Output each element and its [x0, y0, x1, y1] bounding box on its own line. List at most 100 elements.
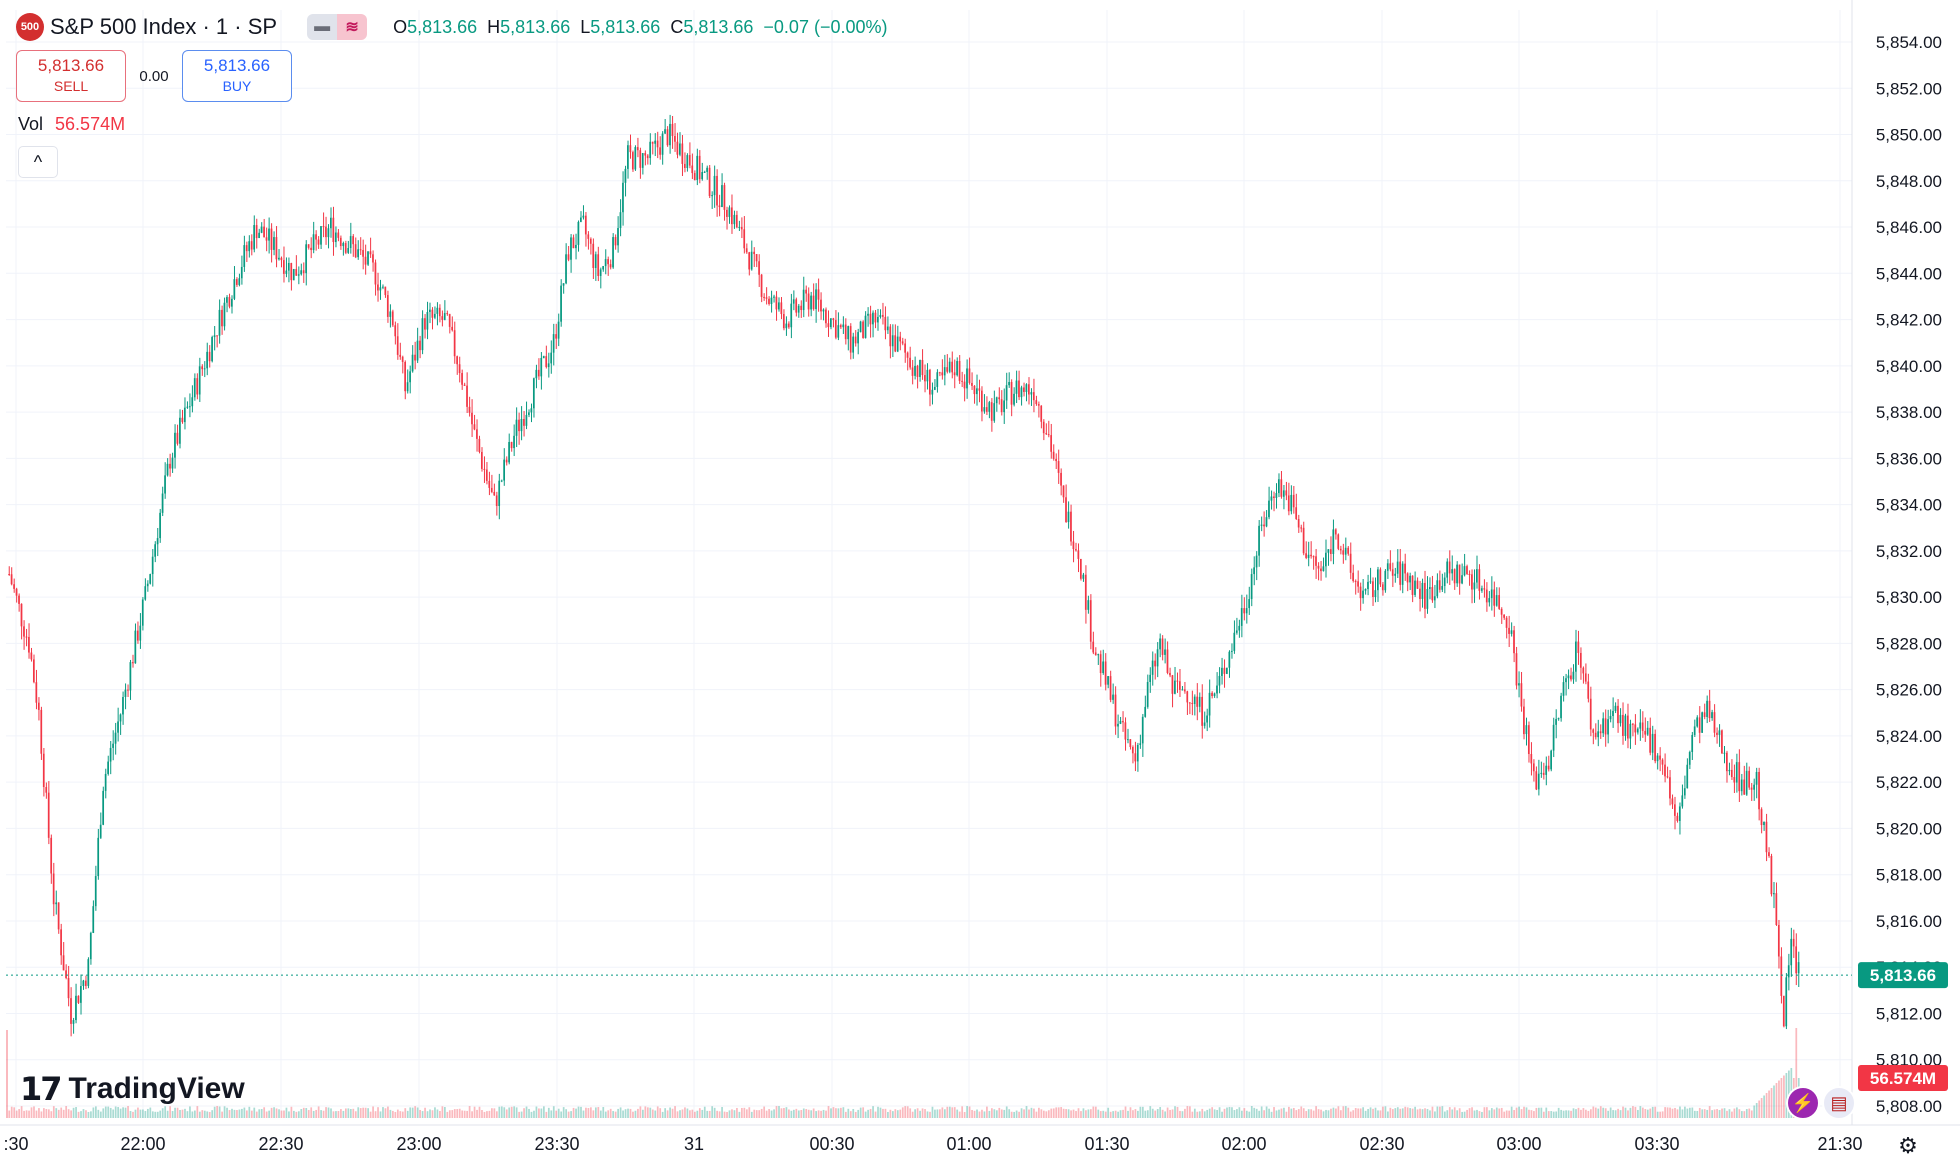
- volume-bar: [498, 1106, 501, 1118]
- candle-body: [805, 289, 807, 294]
- volume-bar: [196, 1106, 199, 1118]
- candle-body: [785, 323, 788, 329]
- candle-body: [1052, 451, 1055, 459]
- collapse-button[interactable]: ^: [18, 146, 58, 178]
- volume-bar: [1463, 1111, 1466, 1118]
- volume-bar: [114, 1106, 117, 1118]
- volume-bar: [736, 1107, 738, 1118]
- volume-bar: [518, 1111, 520, 1118]
- volume-bar: [451, 1110, 454, 1118]
- volume-bar: [624, 1109, 627, 1118]
- candle-body: [290, 262, 293, 281]
- candle-body: [1379, 569, 1382, 585]
- candle-body: [493, 491, 496, 496]
- candle-body: [250, 241, 253, 250]
- volume-bar: [711, 1106, 714, 1118]
- candle-body: [1607, 719, 1609, 735]
- lightning-icon[interactable]: ⚡: [1786, 1086, 1820, 1120]
- candle-body: [424, 318, 426, 330]
- y-tick-label: 5,830.00: [1876, 588, 1942, 607]
- volume-bar: [1099, 1111, 1102, 1118]
- volume-bar: [1062, 1108, 1065, 1118]
- candle-body: [644, 153, 647, 156]
- volume-bar: [1169, 1109, 1171, 1118]
- candle-body: [765, 297, 768, 299]
- volume-bar: [1127, 1110, 1129, 1118]
- candle-body: [67, 978, 70, 999]
- buy-button[interactable]: 5,813.66 BUY: [182, 50, 292, 102]
- volume-bar: [567, 1111, 570, 1118]
- volume-bar: [619, 1107, 622, 1118]
- candle-body: [911, 367, 914, 376]
- candle-body: [1325, 552, 1327, 567]
- candle-body: [1696, 717, 1699, 727]
- volume-bar: [55, 1108, 58, 1118]
- candle-body: [659, 147, 661, 155]
- volume-bar: [1211, 1107, 1214, 1118]
- candle-body: [916, 365, 919, 377]
- volume-bar: [718, 1111, 721, 1118]
- sell-button[interactable]: 5,813.66 SELL: [16, 50, 126, 102]
- candle-body: [377, 284, 379, 291]
- candle-body: [228, 297, 231, 307]
- volume-bar: [468, 1106, 471, 1118]
- volume-bar: [874, 1111, 877, 1118]
- candle-body: [280, 257, 283, 261]
- volume-bar: [322, 1110, 325, 1118]
- y-tick-label: 5,838.00: [1876, 403, 1942, 422]
- candle-body: [1312, 556, 1315, 558]
- candle-body: [1730, 769, 1733, 778]
- candle-body: [1758, 771, 1760, 810]
- volume-bar: [1055, 1107, 1058, 1118]
- chart-header: 500 S&P 500 Index · 1 · SP ▬ ≋ O5,813.66…: [16, 12, 888, 42]
- volume-bar: [1325, 1109, 1327, 1118]
- candle-body: [1753, 784, 1755, 790]
- volume-bar: [1443, 1111, 1446, 1118]
- volume-bar: [1587, 1110, 1590, 1118]
- volume-bar: [835, 1108, 837, 1118]
- candle-body: [1745, 770, 1748, 795]
- volume-tag: 56.574M: [1858, 1065, 1948, 1091]
- y-tick-label: 5,836.00: [1876, 449, 1942, 468]
- candle-body: [1087, 600, 1090, 610]
- volume-bar: [535, 1106, 538, 1118]
- volume-bar: [599, 1110, 602, 1118]
- volume-bar: [1481, 1111, 1483, 1118]
- candle-body: [604, 259, 607, 267]
- us-flag-icon[interactable]: ▤: [1822, 1086, 1856, 1120]
- volume-bar: [538, 1108, 540, 1118]
- volume-bar: [406, 1110, 409, 1118]
- candle-body: [552, 334, 555, 353]
- candle-body: [45, 787, 48, 793]
- volume-bar: [1122, 1109, 1124, 1118]
- volume-bar: [773, 1109, 775, 1118]
- volume-bar: [1634, 1106, 1637, 1118]
- volume-bar: [310, 1107, 313, 1118]
- volume-bar: [547, 1107, 550, 1118]
- wave-icon[interactable]: ≋: [337, 14, 368, 40]
- candle-body: [1468, 573, 1471, 575]
- candle-body: [379, 287, 382, 291]
- candle-body: [669, 123, 671, 146]
- candle-body: [881, 314, 884, 317]
- candle-body: [1612, 710, 1614, 717]
- volume-bar: [510, 1106, 513, 1118]
- volume-bar: [1070, 1110, 1072, 1118]
- volume-bar: [231, 1108, 233, 1118]
- candle-body: [877, 316, 879, 323]
- candle-body: [1223, 667, 1226, 674]
- volume-bar: [1288, 1106, 1290, 1118]
- volume-bar: [778, 1106, 780, 1118]
- tradingview-logo[interactable]: 𝟭𝟳 TradingView: [20, 1070, 245, 1108]
- candle-body: [926, 369, 929, 382]
- volume-bar: [1082, 1108, 1085, 1118]
- symbol-title[interactable]: S&P 500 Index · 1 · SP: [50, 14, 278, 39]
- volume-bar: [1377, 1110, 1379, 1118]
- volume-bar: [1030, 1107, 1033, 1118]
- volume-bar: [1528, 1109, 1530, 1118]
- candle-body: [634, 147, 637, 170]
- minus-icon[interactable]: ▬: [307, 14, 338, 40]
- settings-gear-icon[interactable]: ⚙: [1898, 1133, 1918, 1158]
- candle-body: [575, 244, 577, 249]
